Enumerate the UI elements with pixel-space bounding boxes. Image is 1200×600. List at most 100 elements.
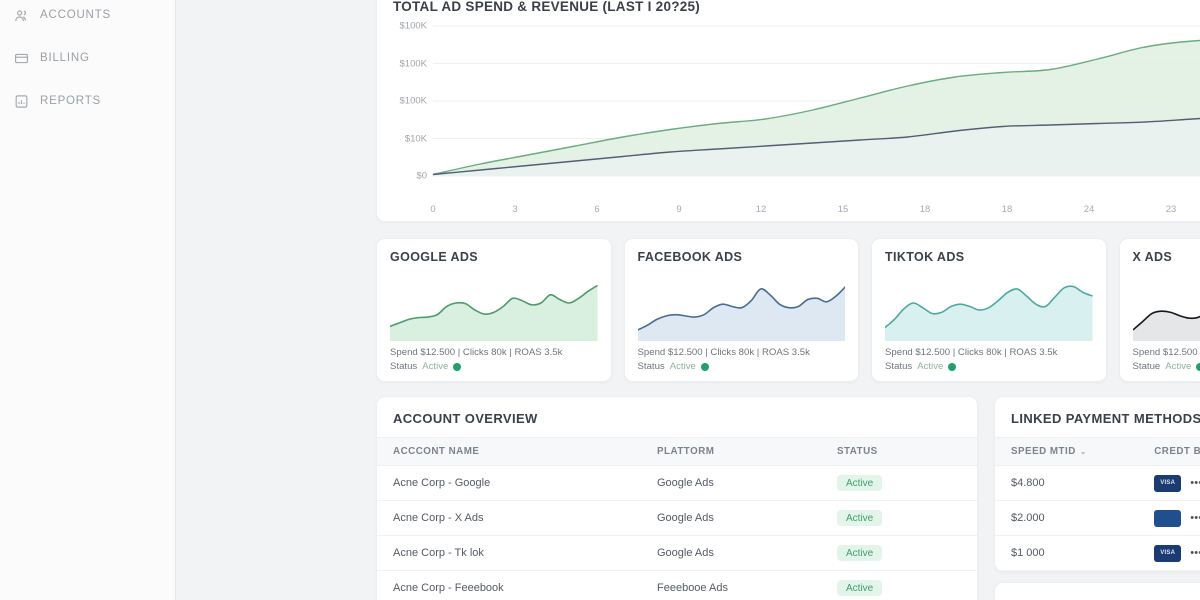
table-header-row: ACCCONT NAME PLATTORM STATUS: [377, 437, 977, 466]
table-row[interactable]: $1 000 VISA •••4467: [995, 535, 1200, 571]
platform-card[interactable]: GOOGLE ADS Spend $12.500 | Clicks 80k | R…: [376, 238, 612, 382]
users-icon: [14, 8, 29, 23]
credit-card-icon: [14, 51, 29, 66]
chart-plot-area: $100K$100K$100K$10K$0 036912151818242327…: [377, 18, 1200, 215]
platform-card[interactable]: X ADS Spend $12.500 | Clicks 80k | ROAS 3…: [1118, 238, 1200, 382]
column-header-speed-mtid[interactable]: SPEED MTID ⌄: [995, 437, 1139, 466]
cell-platform: Google Ads: [641, 465, 821, 501]
status-value: Active: [1165, 361, 1192, 372]
next-panel-partial: [994, 582, 1200, 600]
sidebar-nav: ACCOUNTS BILLING REPORTS: [0, 0, 176, 600]
x-axis-tick-label: 15: [837, 204, 849, 215]
account-overview-table: ACCCONT NAME PLATTORM STATUS Acne Corp -…: [377, 437, 977, 600]
table-row[interactable]: $4.800 VISA •••4467: [995, 465, 1200, 501]
x-axis-tick-label: 6: [594, 204, 600, 215]
cell-status: Active: [821, 465, 977, 501]
platform-card-status: Status Active: [390, 361, 598, 372]
x-axis-tick-label: 12: [755, 204, 767, 215]
linked-payment-methods-panel: LINKED PAYMENT METHODS SPEED MTID ⌄ CREDT…: [994, 396, 1200, 572]
cell-credit-card: VISA •••4467: [1138, 465, 1200, 501]
status-label: Status: [637, 361, 665, 372]
platform-card-stats: Spend $12.500 | Clicks 80k | ROAS 3.5k: [1132, 347, 1200, 359]
cell-account-name: Acne Corp - Google: [377, 465, 641, 501]
status-badge: Active: [837, 510, 883, 526]
table-row[interactable]: Acne Corp - Tk lok Google Ads Active: [377, 535, 977, 571]
column-header-label: SPEED MTID: [1011, 446, 1076, 457]
credit-card-brand-icon: VISA: [1154, 544, 1182, 562]
x-axis-tick-label: 3: [512, 204, 518, 215]
account-overview-panel: ACCOUNT OVERVIEW ACCCONT NAME PLATTORM S…: [376, 396, 978, 600]
cell-credit-card: VISA •••4467: [1138, 535, 1200, 571]
x-axis-tick-label: 18: [919, 204, 931, 215]
x-axis-tick-label: 18: [1001, 204, 1013, 215]
status-badge: Active: [837, 545, 883, 561]
sidebar-item-reports[interactable]: REPORTS: [0, 88, 175, 114]
chart-line-spend: [433, 110, 1200, 175]
account-overview-title: ACCOUNT OVERVIEW: [393, 411, 538, 426]
table-row[interactable]: Acne Corp - Feeebook Feeebooe Ads Active: [377, 570, 977, 600]
sparkline-path: [390, 285, 598, 326]
sidebar-item-accounts[interactable]: ACCOUNTS: [0, 2, 175, 28]
table-row[interactable]: Acne Corp - X Ads Google Ads Active: [377, 500, 977, 536]
card-last-four: •••4467: [1190, 547, 1200, 559]
cell-status: Active: [821, 500, 977, 536]
x-axis-tick-label: 24: [1083, 204, 1095, 215]
credit-card-brand-icon: [1154, 509, 1182, 527]
sidebar-item-billing[interactable]: BILLING: [0, 45, 175, 71]
platform-sparkline: [885, 268, 1093, 342]
platform-card-title: TIKTOK ADS: [885, 250, 965, 264]
platform-card[interactable]: TIKTOK ADS Spend $12.500 | Clicks 80k | R…: [871, 238, 1107, 382]
platform-card-title: X ADS: [1132, 250, 1173, 264]
chart-x-axis: 03691215181824232730: [430, 204, 1200, 218]
platform-card-stats: Spend $12.500 | Clicks 80k | ROAS 3.5k: [390, 347, 563, 359]
column-header-account-name[interactable]: ACCCONT NAME: [377, 437, 641, 466]
status-label: Statue: [1132, 361, 1161, 372]
platform-card[interactable]: FACEBOOK ADS Spend $12.500 | Clicks 80k |…: [623, 238, 859, 382]
sparkline-area: [390, 285, 598, 342]
status-badge: Active: [837, 475, 883, 491]
chart-svg: [377, 18, 1200, 208]
account-overview-body: Acne Corp - Google Google Ads Active Acne C…: [377, 465, 977, 600]
main-content: TOTAL AD SPEND & REVENUE (LAST I 20?25) …: [176, 0, 1200, 600]
cell-account-name: Acne Corp - Feeebook: [377, 570, 641, 600]
sidebar-item-label: REPORTS: [40, 95, 102, 107]
cell-credit-card: •••4467: [1138, 500, 1200, 536]
platform-card-status: Status Active: [638, 361, 846, 372]
status-value: Active: [422, 361, 449, 372]
table-row[interactable]: Acne Corp - Google Google Ads Active: [377, 465, 977, 501]
x-axis-tick-label: 23: [1165, 204, 1177, 215]
column-header-status[interactable]: STATUS: [821, 437, 977, 466]
sparkline-path: [885, 286, 1093, 327]
sparkline-path: [638, 287, 846, 330]
chart-header: TOTAL AD SPEND & REVENUE (LAST I 20?25) …: [377, 0, 1200, 14]
platform-sparkline: [637, 268, 846, 342]
platform-card-title: FACEBOOK ADS: [637, 250, 743, 264]
table-row[interactable]: $2.000 •••4467: [995, 500, 1200, 536]
platform-card-stats: Spend $12.500 | Clicks 80k | ROAS 3.5k: [885, 347, 1058, 359]
status-indicator-dot: [700, 362, 709, 371]
table-header-row: SPEED MTID⌄ CREDT BARD: [995, 437, 1200, 466]
platform-card-title: GOOGLE ADS: [390, 250, 479, 264]
sparkline-path: [1133, 286, 1200, 330]
cell-account-name: Acne Corp - Tk lok: [377, 535, 641, 571]
sparkline-area: [885, 286, 1093, 342]
status-indicator-dot: [948, 362, 957, 371]
y-axis-tick-label: $10K: [404, 133, 427, 144]
column-header-credit-card[interactable]: CREDT BARD: [1138, 437, 1200, 466]
sort-chevron-icon[interactable]: ⌄: [1079, 447, 1087, 456]
total-ad-spend-revenue-chart-card: TOTAL AD SPEND & REVENUE (LAST I 20?25) …: [376, 0, 1200, 222]
cell-status: Active: [821, 535, 977, 571]
status-indicator-dot: [453, 362, 462, 371]
column-header-platform[interactable]: PLATTORM: [641, 437, 821, 466]
card-last-four: •••4467: [1190, 477, 1200, 489]
chart-title: TOTAL AD SPEND & REVENUE (LAST I 20?25): [393, 0, 701, 14]
status-value: Active: [669, 361, 696, 372]
sparkline-area: [1132, 311, 1200, 342]
status-value: Active: [917, 361, 944, 372]
x-axis-tick-label: 9: [676, 204, 682, 215]
status-label: Status: [390, 361, 418, 372]
cell-amount: $2.000: [995, 500, 1139, 536]
payment-methods-table: SPEED MTID⌄ CREDT BARD $4.800 VISA •••4467…: [995, 437, 1200, 571]
